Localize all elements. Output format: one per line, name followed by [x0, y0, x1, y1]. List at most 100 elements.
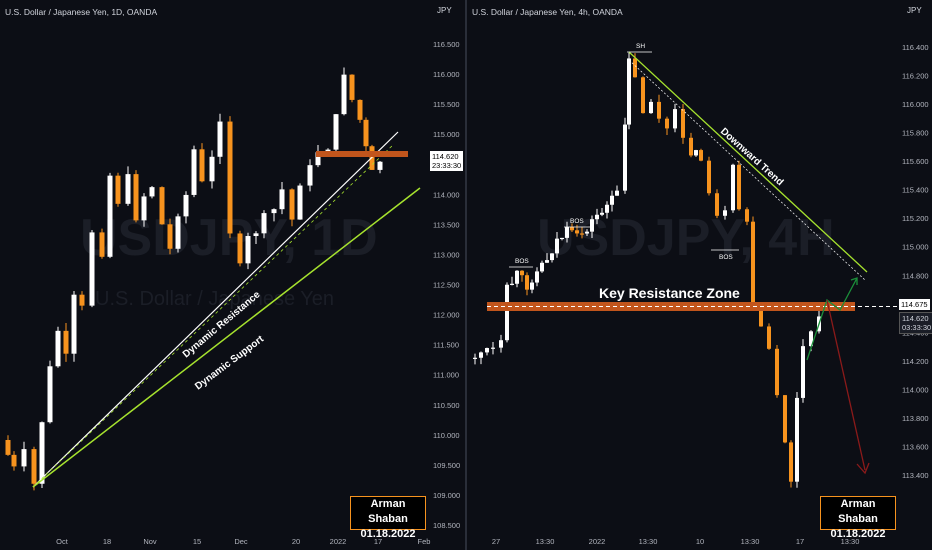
4h-chart-panel[interactable]: USDJPY, 4H 116.400 116.200 116.000 115.800 11… [467, 0, 932, 550]
daily-signature-name: Arman Shaban [368, 498, 408, 525]
4h-candle-body [485, 348, 489, 353]
daily-candle-body [271, 209, 277, 214]
4h-x-tick-label: 2022 [589, 537, 606, 546]
4h-candle-body [525, 275, 529, 290]
daily-candle-body [149, 187, 155, 197]
4h-candle-body [737, 164, 741, 210]
daily-candle-body [217, 121, 223, 157]
4h-y-tick-label: 114.800 [902, 271, 929, 280]
daily-candle-body [167, 224, 173, 249]
4h-candle-body [540, 262, 544, 272]
4h-signature-box: Arman Shaban 01.18.2022 [820, 496, 896, 540]
4h-candle-body [473, 357, 477, 359]
daily-candle-body [5, 440, 11, 455]
panel-divider[interactable] [465, 0, 467, 550]
4h-candle-body [665, 118, 669, 129]
4h-candle-body [707, 160, 711, 194]
daily-candle-body [63, 330, 69, 354]
daily-candle-body [377, 161, 383, 170]
daily-candle-body [289, 189, 295, 220]
bos-label-2: BOS [570, 218, 584, 225]
4h-y-tick-label: 114.000 [902, 385, 929, 394]
daily-candle-body [11, 454, 17, 467]
daily-x-tick-label: 17 [374, 537, 382, 546]
4h-y-tick-label: 114.200 [902, 357, 929, 366]
daily-x-tick-label: Nov [143, 537, 157, 546]
daily-candle-body [227, 121, 233, 234]
4h-x-tick-label: 13:30 [639, 537, 658, 546]
4h-y-tick-label: 113.400 [902, 471, 929, 480]
daily-candle-body [315, 152, 321, 166]
daily-candle-body [107, 175, 113, 257]
4h-candle-body [689, 137, 693, 156]
daily-candle-body [261, 213, 267, 234]
4h-chart-canvas[interactable]: USDJPY, 4H 116.400 116.200 116.000 115.800 11… [467, 0, 932, 550]
4h-candle-body [633, 58, 637, 78]
4h-axis-unit: JPY [907, 6, 922, 15]
4h-candle-body [751, 221, 755, 306]
4h-countdown: 03:33:30 [902, 323, 932, 332]
4h-candle-body [809, 331, 813, 347]
4h-candle-body [649, 101, 653, 114]
4h-candle-body [515, 270, 519, 284]
4h-x-tick-label: 13:30 [741, 537, 760, 546]
dynamic-support-line [32, 187, 421, 488]
4h-candle-body [491, 347, 495, 349]
daily-chart-panel[interactable]: USDJPY, 1D U.S. Dollar / Japanese Yen 116.… [0, 0, 465, 550]
daily-candle-body [71, 294, 77, 354]
daily-candle-body [297, 185, 303, 220]
daily-candle-body [333, 114, 339, 150]
daily-y-tick-label: 114.000 [433, 190, 460, 199]
daily-y-tick-label: 116.000 [433, 70, 460, 79]
daily-candle-body [21, 449, 27, 467]
4h-x-tick-label: 13:30 [536, 537, 555, 546]
daily-candle-body [39, 422, 45, 484]
daily-y-tick-label: 112.500 [433, 281, 460, 290]
daily-candle-body [183, 194, 189, 217]
dynamic-resistance-dashed-line [32, 143, 395, 488]
4h-candle-body [623, 124, 627, 191]
daily-candle-body [115, 175, 121, 204]
downward-trend-label: Downward Trend [718, 126, 785, 188]
daily-last-price: 114.620 [432, 152, 459, 161]
4h-candle-body [555, 238, 559, 254]
daily-y-tick-label: 109.000 [433, 491, 460, 500]
daily-y-tick-label: 115.000 [433, 130, 460, 139]
daily-x-tick-label: Feb [418, 537, 431, 546]
4h-candle-body [615, 190, 619, 196]
4h-candle-body [627, 58, 631, 125]
daily-candle-body [89, 232, 95, 306]
4h-y-tick-label: 113.600 [902, 442, 929, 451]
4h-candle-body [783, 395, 787, 443]
bos-label-1: BOS [515, 258, 529, 265]
daily-x-tick-label: 15 [193, 537, 201, 546]
4h-y-tick-label: 116.200 [902, 72, 929, 81]
4h-candle-body [600, 212, 604, 215]
daily-candle-body [357, 99, 363, 120]
4h-candle-body [801, 346, 805, 398]
4h-candle-body [745, 209, 749, 222]
4h-candle-body [520, 270, 524, 276]
4h-candle-body [595, 214, 599, 220]
4h-candle-body [535, 271, 539, 283]
daily-candle-body [31, 449, 37, 484]
4h-signature-date: 01.18.2022 [830, 528, 886, 540]
4h-y-tick-label: 115.000 [902, 243, 929, 252]
daily-candle-body [237, 233, 243, 264]
daily-x-tick-label: 2022 [330, 537, 347, 546]
4h-candle-body [530, 282, 534, 290]
4h-reference-price-tag: 114.675 [899, 299, 930, 310]
daily-candle-body [307, 165, 313, 186]
4h-candle-body [570, 227, 574, 231]
4h-candle-body [590, 219, 594, 232]
4h-candle-body [775, 348, 779, 396]
4h-candle-body [681, 109, 685, 138]
daily-candle-body [253, 233, 259, 237]
4h-watermark-symbol: USDJPY, 4H [537, 209, 835, 267]
4h-candle-body [610, 195, 614, 205]
4h-candle-body [673, 109, 677, 129]
daily-y-tick-label: 113.500 [433, 220, 460, 229]
daily-chart-canvas[interactable]: USDJPY, 1DU.S. Dollar / Japanese Yen116.… [0, 0, 465, 550]
4h-candle-body [560, 237, 564, 240]
daily-candle-body [209, 156, 215, 182]
